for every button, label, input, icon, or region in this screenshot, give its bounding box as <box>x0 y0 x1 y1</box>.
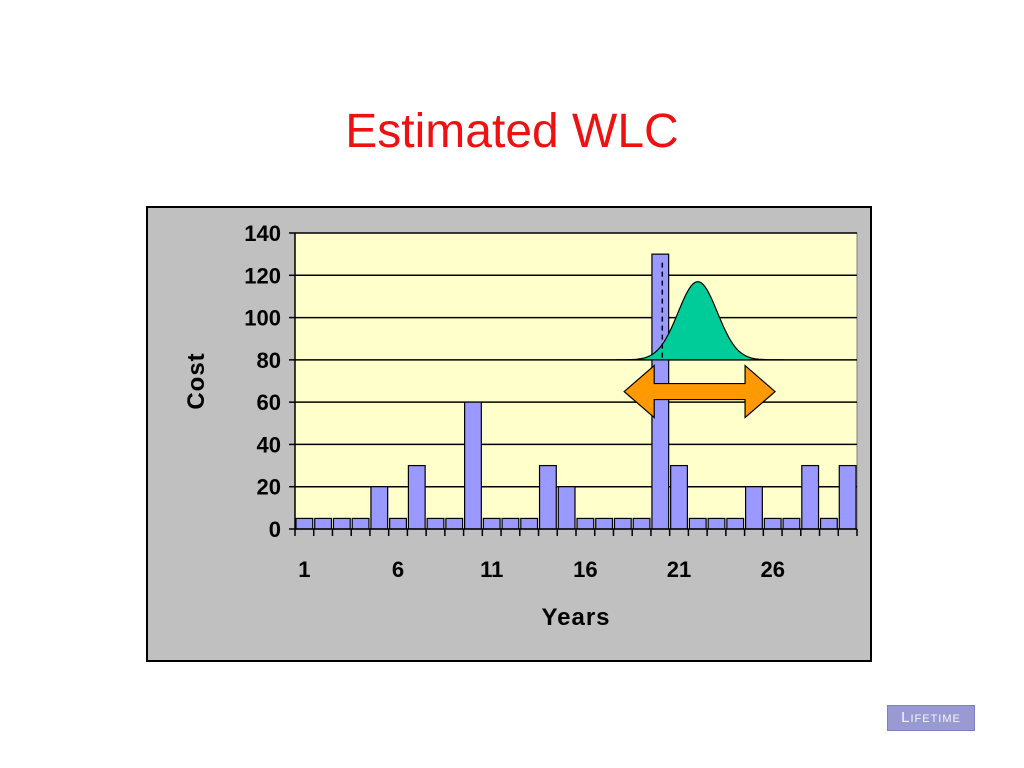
y-tick-label-120: 120 <box>244 263 281 288</box>
bar-14 <box>538 464 557 530</box>
x-tick-label-21: 21 <box>667 557 691 582</box>
y-tick-label-140: 140 <box>244 221 281 246</box>
bar-26 <box>763 517 782 530</box>
bar-13 <box>520 517 539 530</box>
bar-23 <box>707 517 726 530</box>
y-tick-label-20: 20 <box>257 475 281 500</box>
bar-24 <box>726 517 745 530</box>
y-tick-label-80: 80 <box>257 348 281 373</box>
y-axis-title: Cost <box>183 352 210 409</box>
bar-2 <box>314 517 333 530</box>
bar-17 <box>595 517 614 530</box>
bar-4 <box>351 517 370 530</box>
bar-25 <box>744 486 763 530</box>
x-tick-label-1: 1 <box>298 557 310 582</box>
bar-28 <box>801 464 820 530</box>
bar-16 <box>576 517 595 530</box>
double-arrow <box>623 364 776 419</box>
bar-30 <box>838 464 857 530</box>
plot-area <box>294 232 858 530</box>
bar-5 <box>370 486 389 530</box>
y-tick-label-40: 40 <box>257 432 281 457</box>
bar-21 <box>670 464 689 530</box>
y-tick-label-0: 0 <box>269 517 281 542</box>
bar-8 <box>426 517 445 530</box>
x-tick-label-6: 6 <box>392 557 404 582</box>
x-axis-title: Years <box>541 604 610 631</box>
bar-15 <box>557 486 576 530</box>
x-tick-label-16: 16 <box>573 557 597 582</box>
bar-9 <box>445 517 464 530</box>
bar-27 <box>782 517 801 530</box>
bar-22 <box>688 517 707 530</box>
y-tick-label-100: 100 <box>244 306 281 331</box>
lifetime-logo: Lifetime <box>887 705 975 731</box>
x-tick-label-11: 11 <box>480 557 503 582</box>
axes <box>289 232 858 536</box>
bar-10 <box>464 401 482 530</box>
bar-11 <box>482 517 501 530</box>
bar-29 <box>819 517 838 530</box>
chart-frame: 0 20 40 60 80 100 120 140 1 6 11 16 21 26 Years Cost <box>146 206 872 662</box>
bar-19 <box>632 517 651 530</box>
slide-title: Estimated WLC <box>345 105 679 158</box>
x-tick-label-26: 26 <box>760 557 784 582</box>
bar-6 <box>389 517 408 530</box>
gridlines <box>295 232 857 488</box>
bar-3 <box>332 517 351 530</box>
bar-7 <box>407 464 426 530</box>
y-tick-label-60: 60 <box>257 390 281 415</box>
x-tick-labels: 1 6 11 16 21 26 <box>298 557 785 582</box>
bell-curve <box>616 281 784 361</box>
annotations <box>616 262 784 419</box>
y-tick-labels: 0 20 40 60 80 100 120 140 <box>244 221 281 542</box>
bar-12 <box>501 517 520 530</box>
bar-18 <box>613 517 632 530</box>
bar-1 <box>295 517 314 530</box>
